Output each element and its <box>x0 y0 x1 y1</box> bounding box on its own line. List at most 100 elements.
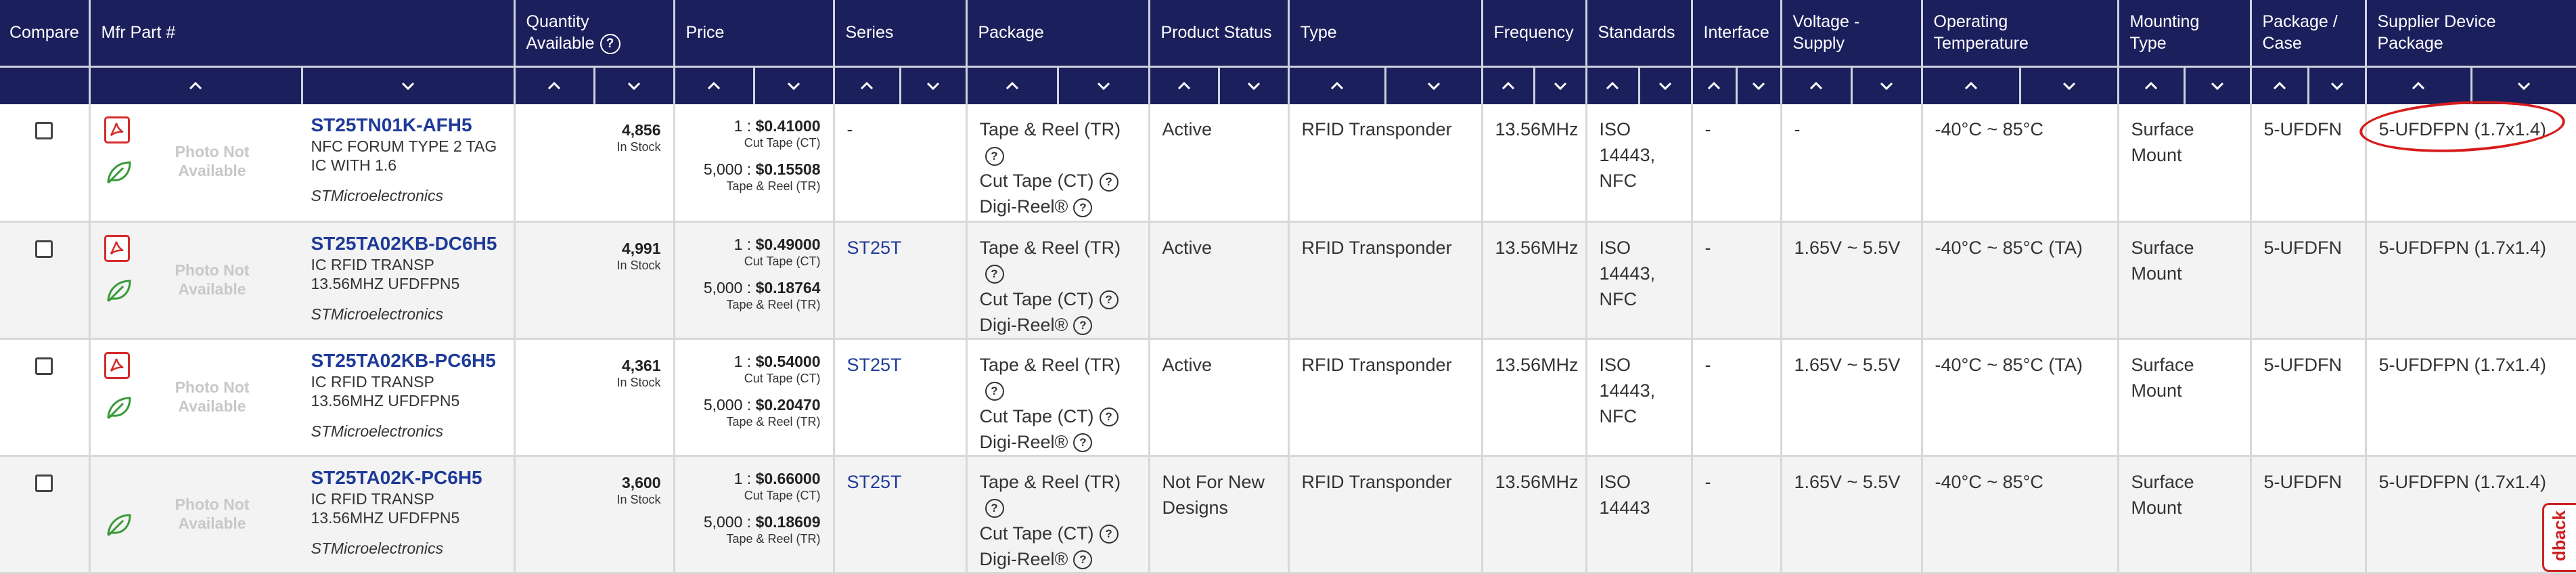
series-link[interactable]: ST25T <box>846 354 902 375</box>
quantity-value: 4,991 <box>621 239 661 257</box>
help-icon[interactable]: ? <box>1073 433 1093 453</box>
sort-controls <box>1287 65 1482 105</box>
help-icon[interactable]: ? <box>985 265 1004 284</box>
series-link[interactable]: ST25T <box>846 471 902 492</box>
sort-descending-button[interactable] <box>752 67 833 104</box>
price-value: $0.18764 <box>755 278 821 296</box>
sort-controls <box>2117 65 2251 105</box>
sort-controls <box>1920 65 2118 105</box>
datasheet-pdf-icon[interactable] <box>104 234 130 262</box>
sort-descending-button[interactable] <box>593 67 673 104</box>
help-icon[interactable]: ? <box>1099 407 1118 427</box>
chevron-down-icon <box>2516 77 2531 95</box>
sort-ascending-button[interactable] <box>2252 68 2307 105</box>
compare-cell <box>0 456 89 574</box>
quantity-cell: 4,991 In Stock <box>513 221 674 340</box>
interface-cell: - <box>1690 221 1781 340</box>
environmental-leaf-icon[interactable] <box>104 393 137 429</box>
help-icon[interactable]: ? <box>1073 198 1093 217</box>
sort-controls <box>0 65 89 104</box>
sort-ascending-button[interactable] <box>2119 68 2184 105</box>
feedback-tab[interactable]: dback <box>2542 503 2576 572</box>
compare-checkbox[interactable] <box>35 357 53 375</box>
sort-ascending-button[interactable] <box>516 68 593 105</box>
sort-descending-button[interactable] <box>1735 67 1780 104</box>
part-number-link[interactable]: ST25TA02KB-PC6H5 <box>311 349 496 371</box>
sort-descending-button[interactable] <box>2470 67 2576 104</box>
sort-descending-button[interactable] <box>899 67 966 104</box>
sort-descending-button[interactable] <box>300 67 514 104</box>
part-cell: Photo Not Available ST25TA02KB-DC6H5 IC RF… <box>88 221 514 340</box>
datasheet-pdf-icon[interactable] <box>104 351 130 379</box>
environmental-leaf-icon[interactable] <box>104 275 137 312</box>
sort-ascending-button[interactable] <box>1150 68 1218 105</box>
price-break-1: 1 : $0.66000 <box>687 469 821 488</box>
sort-ascending-button[interactable] <box>1290 68 1384 105</box>
part-number-link[interactable]: ST25TA02KB-DC6H5 <box>311 232 497 254</box>
sort-ascending-button[interactable] <box>968 68 1057 105</box>
mounting-cell: Surface Mount <box>2117 456 2251 574</box>
sort-descending-button[interactable] <box>1384 67 1481 104</box>
sort-descending-button[interactable] <box>2307 67 2365 104</box>
sort-descending-button[interactable] <box>1217 67 1288 104</box>
help-icon[interactable]: ? <box>1073 316 1093 336</box>
sort-descending-button[interactable] <box>1056 67 1148 104</box>
sort-ascending-button[interactable] <box>1693 68 1736 105</box>
voltage-cell: 1.65V ~ 5.5V <box>1780 338 1922 457</box>
type-cell: RFID Transponder <box>1287 104 1482 223</box>
environmental-leaf-icon[interactable] <box>104 510 137 546</box>
chevron-down-icon <box>401 77 415 95</box>
compare-checkbox[interactable] <box>35 240 53 258</box>
help-icon[interactable]: ? <box>1073 550 1093 570</box>
quantity-value: 4,361 <box>621 356 661 374</box>
part-cell: Photo Not Available ST25TA02KB-PC6H5 IC RF… <box>88 338 514 457</box>
temperature-cell: -40°C ~ 85°C (TA) <box>1920 338 2118 457</box>
status-cell: Active <box>1148 104 1288 223</box>
sort-controls <box>513 65 674 105</box>
col-header-frequency: Frequency <box>1481 0 1586 66</box>
sort-descending-button[interactable] <box>2018 67 2117 104</box>
compare-checkbox[interactable] <box>35 474 53 492</box>
help-icon[interactable]: ? <box>1099 525 1118 544</box>
sort-ascending-button[interactable] <box>835 68 899 105</box>
chevron-down-icon <box>2062 77 2077 95</box>
help-icon[interactable]: ? <box>600 34 620 55</box>
sort-ascending-button[interactable] <box>1923 68 2019 105</box>
part-number-link[interactable]: ST25TN01K-AFH5 <box>311 114 472 135</box>
help-icon[interactable]: ? <box>985 146 1004 166</box>
price-value: $0.49000 <box>755 235 821 253</box>
series-cell: - <box>832 104 966 223</box>
help-icon[interactable]: ? <box>1099 172 1118 192</box>
manufacturer: STMicroelectronics <box>311 187 444 204</box>
sort-descending-button[interactable] <box>1533 67 1585 104</box>
package-option: Tape & Reel (TR)? <box>980 352 1136 403</box>
datasheet-pdf-icon[interactable] <box>104 116 130 144</box>
part-cell: Photo Not Available ST25TN01K-AFH5 NFC FOR… <box>88 104 514 223</box>
help-icon[interactable]: ? <box>985 382 1004 401</box>
sort-ascending-button[interactable] <box>2367 68 2470 105</box>
sort-descending-button[interactable] <box>1850 67 1921 104</box>
temperature-cell: -40°C ~ 85°C <box>1920 456 2118 574</box>
sort-ascending-button[interactable] <box>1483 68 1533 105</box>
series-link[interactable]: ST25T <box>846 237 902 258</box>
sort-ascending-button[interactable] <box>91 68 301 105</box>
in-stock-label: In Stock <box>616 375 661 389</box>
sort-descending-button[interactable] <box>1637 67 1691 104</box>
chevron-down-icon <box>627 77 641 95</box>
sort-descending-button[interactable] <box>2183 67 2250 104</box>
part-number-link[interactable]: ST25TA02K-PC6H5 <box>311 466 482 488</box>
environmental-leaf-icon[interactable] <box>104 157 137 194</box>
package-option-label: Cut Tape (CT) <box>979 523 1094 544</box>
sort-ascending-button[interactable] <box>1782 68 1851 105</box>
help-icon[interactable]: ? <box>1099 290 1118 310</box>
compare-checkbox[interactable] <box>35 122 53 139</box>
price-qty: 1 : <box>733 352 756 370</box>
package-cell: Tape & Reel (TR)? Cut Tape (CT)? Digi-Reel… <box>965 338 1149 457</box>
sort-ascending-button[interactable] <box>1587 68 1638 105</box>
sort-ascending-button[interactable] <box>675 68 753 105</box>
help-icon[interactable]: ? <box>985 499 1004 518</box>
voltage-cell: 1.65V ~ 5.5V <box>1780 221 1922 340</box>
chevron-up-icon <box>1177 77 1192 95</box>
standards-cell: ISO 14443 <box>1585 456 1692 574</box>
part-description: IC RFID TRANSP 13.56MHZ UFDFPN5 <box>311 255 460 292</box>
